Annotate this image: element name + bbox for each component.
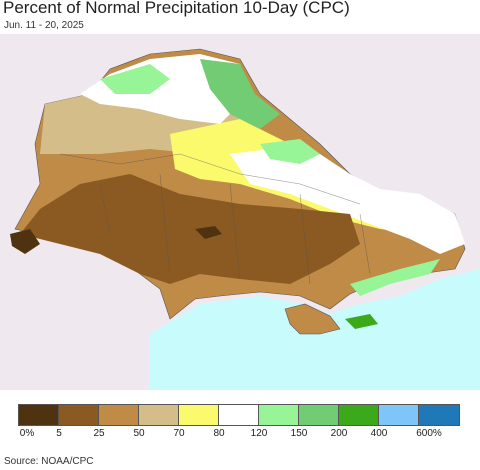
very-dry-spot-west (10, 229, 40, 254)
legend-tick-label: 50 (133, 428, 145, 439)
legend-tick-label: 5 (56, 428, 62, 439)
legend-swatch (139, 405, 179, 425)
color-legend (18, 404, 460, 426)
legend-swatch (179, 405, 219, 425)
legend-swatch (59, 405, 99, 425)
green-zone-southeast (350, 259, 440, 296)
legend-swatch (379, 405, 419, 425)
legend-swatch (299, 405, 339, 425)
green-zone-north (200, 59, 280, 129)
oblast-borders (59, 153, 371, 285)
legend-swatch (419, 405, 459, 425)
legend-tick-label: 600% (416, 428, 442, 439)
legend-tick-label: 200 (330, 428, 348, 439)
map-title: Percent of Normal Precipitation 10-Day (… (3, 0, 350, 17)
legend-swatch (339, 405, 379, 425)
legend-swatch (19, 405, 59, 425)
legend-swatch (99, 405, 139, 425)
legend-tick-label: 0% (19, 428, 35, 439)
legend-swatch (219, 405, 259, 425)
date-range: Jun. 11 - 20, 2025 (4, 20, 84, 31)
precipitation-map (0, 34, 480, 390)
green-zone-northwest (100, 64, 170, 94)
green-zone-northeast (260, 139, 320, 164)
crimea-green-tip (345, 314, 378, 329)
source-note: Source: NOAA/CPC (4, 456, 94, 467)
white-zone-east (230, 149, 465, 254)
legend-tick-label: 150 (290, 428, 308, 439)
legend-tick-label: 25 (93, 428, 105, 439)
dry-zone (20, 174, 360, 284)
legend-tick-label: 70 (173, 428, 185, 439)
legend-swatch (259, 405, 299, 425)
very-dry-spot-central (195, 226, 222, 239)
legend-tick-label: 80 (213, 428, 225, 439)
crimea (284, 303, 341, 335)
legend-tick-label: 120 (250, 428, 268, 439)
legend-tick-label: 400 (370, 428, 388, 439)
